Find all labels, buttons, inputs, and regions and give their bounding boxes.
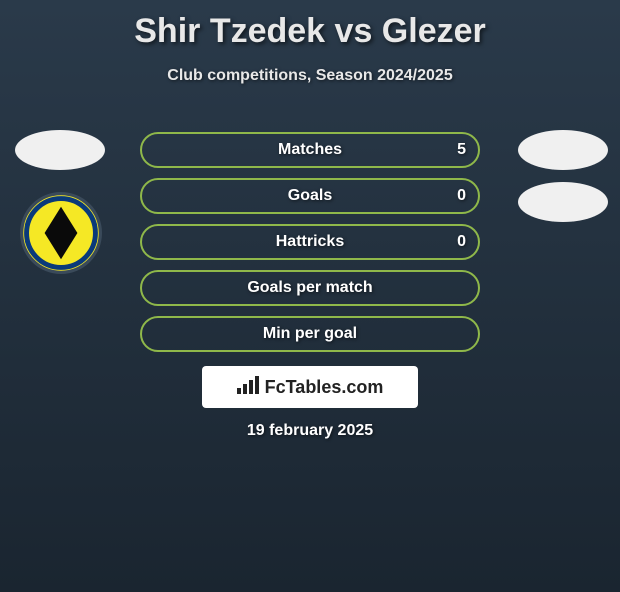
brand-badge: FcTables.com (202, 366, 418, 408)
chart-bars-icon (237, 376, 259, 399)
stats-container: Matches 5 Goals 0 Hattricks 0 Goals per … (140, 132, 480, 362)
stat-row-matches: Matches 5 (140, 132, 480, 168)
stat-label: Goals per match (247, 279, 372, 297)
stat-row-min-per-goal: Min per goal (140, 316, 480, 352)
stat-label: Matches (278, 141, 342, 159)
stat-row-goals-per-match: Goals per match (140, 270, 480, 306)
stat-right-value: 0 (457, 233, 466, 251)
page-title: Shir Tzedek vs Glezer (0, 12, 620, 51)
player-right-avatar (518, 130, 608, 170)
stat-label: Goals (288, 187, 332, 205)
brand-text: FcTables.com (265, 377, 384, 398)
page-subtitle: Club competitions, Season 2024/2025 (0, 67, 620, 85)
club-right-badge (518, 182, 608, 222)
club-left-badge (20, 192, 102, 274)
stat-label: Hattricks (276, 233, 344, 251)
stat-row-hattricks: Hattricks 0 (140, 224, 480, 260)
stat-label: Min per goal (263, 325, 357, 343)
stat-row-goals: Goals 0 (140, 178, 480, 214)
date-label: 19 february 2025 (0, 422, 620, 440)
player-left-avatar (15, 130, 105, 170)
stat-right-value: 0 (457, 187, 466, 205)
stat-right-value: 5 (457, 141, 466, 159)
